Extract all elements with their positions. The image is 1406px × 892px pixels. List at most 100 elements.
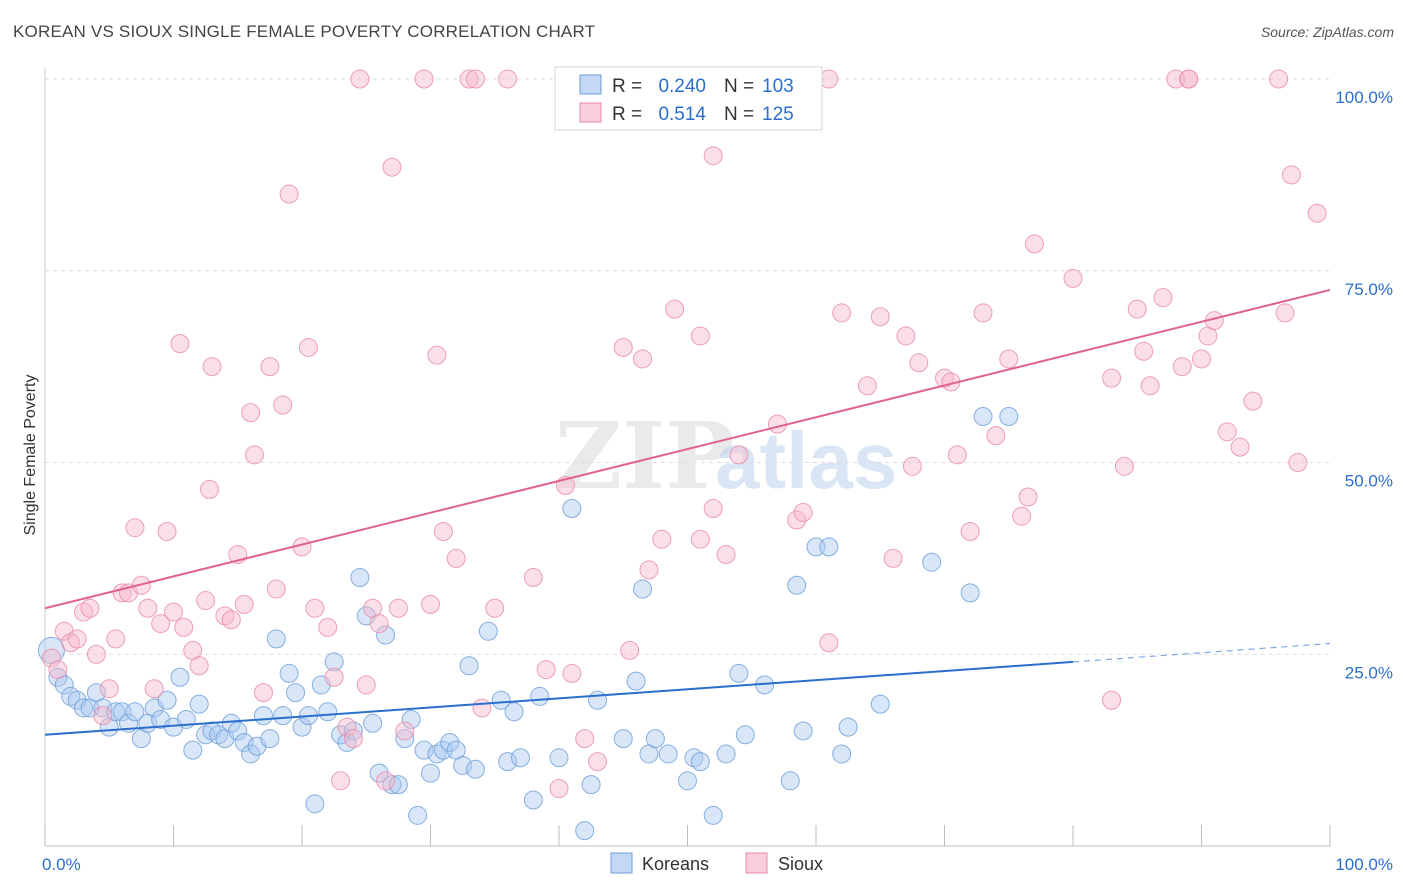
korean-point xyxy=(421,763,440,783)
sioux-point xyxy=(536,660,556,680)
korean-point xyxy=(703,805,723,825)
korean-point xyxy=(170,667,190,687)
korean-point xyxy=(626,671,646,691)
sioux-point xyxy=(1243,391,1263,411)
koreans-legend-swatch xyxy=(579,74,602,95)
sioux-point xyxy=(324,667,344,687)
koreans-n-label: N = xyxy=(724,76,754,97)
sioux-point xyxy=(562,663,582,683)
sioux-point xyxy=(1172,357,1192,377)
korean-point xyxy=(832,744,852,764)
sioux-point xyxy=(1269,69,1289,89)
sioux-point xyxy=(1114,456,1134,476)
korean-point xyxy=(388,775,408,795)
sioux-point xyxy=(157,522,177,542)
korean-point xyxy=(221,713,241,733)
sioux-point xyxy=(279,184,299,204)
sioux-point xyxy=(305,598,325,618)
sioux-point xyxy=(896,326,916,346)
sioux-point xyxy=(318,617,338,637)
sioux-point xyxy=(1134,341,1154,361)
sioux-point xyxy=(472,698,492,718)
sioux-point xyxy=(395,721,415,741)
korean-point xyxy=(125,702,145,722)
sioux-point xyxy=(93,706,113,726)
korean-point xyxy=(549,748,569,768)
sioux-point xyxy=(164,602,183,622)
watermark-zip: ZIP xyxy=(555,402,734,510)
sioux-point xyxy=(1063,268,1083,288)
sioux-point xyxy=(244,445,264,465)
korean-point xyxy=(581,775,601,795)
sioux-point xyxy=(1230,437,1250,457)
sioux-point xyxy=(189,656,209,676)
korean-point xyxy=(780,771,800,791)
sioux-point xyxy=(343,729,363,749)
sioux-point xyxy=(253,683,273,703)
korean-point xyxy=(465,759,485,779)
sioux-point xyxy=(331,771,351,791)
sioux-point xyxy=(138,598,158,618)
korean-point xyxy=(453,755,473,775)
korean-point xyxy=(504,702,524,722)
korean-point xyxy=(376,625,396,645)
koreans-r-value: 0.240 xyxy=(658,76,706,97)
sioux-point xyxy=(356,675,376,695)
korean-point xyxy=(395,729,415,749)
korean-point xyxy=(440,732,460,752)
sioux-point xyxy=(1217,422,1237,442)
sioux-point xyxy=(202,357,222,377)
sioux-point xyxy=(41,648,61,668)
sioux-point xyxy=(80,598,100,618)
sioux-point xyxy=(1192,349,1211,369)
sioux-point xyxy=(260,357,280,377)
sioux-point xyxy=(350,69,370,89)
sioux-n-value: 125 xyxy=(762,104,794,125)
y-tick-label-100: 100.0% xyxy=(1335,88,1393,107)
sioux-point xyxy=(86,644,106,664)
sioux-point xyxy=(1179,69,1199,89)
koreans-trend-line xyxy=(44,660,1074,736)
sioux-r-label: R = xyxy=(612,104,642,125)
sioux-point xyxy=(498,69,518,89)
sioux-point xyxy=(421,594,440,614)
sioux-point xyxy=(870,307,890,327)
sioux-point xyxy=(973,303,993,323)
korean-point xyxy=(633,579,653,599)
korean-point xyxy=(678,771,697,791)
sioux-point xyxy=(716,545,736,565)
korean-point xyxy=(106,702,126,722)
sioux-point xyxy=(125,518,145,538)
korean-point xyxy=(613,729,633,749)
sioux-point xyxy=(1012,506,1032,526)
sioux-point xyxy=(48,660,68,680)
sioux-point xyxy=(793,502,813,522)
sioux-point xyxy=(575,729,595,749)
korean-point xyxy=(241,744,261,764)
sioux-point xyxy=(999,349,1019,369)
sioux-point xyxy=(170,334,190,354)
sioux-point xyxy=(819,633,839,653)
korean-point xyxy=(960,583,980,603)
sioux-point xyxy=(196,591,216,611)
sioux-point xyxy=(1024,234,1044,254)
korean-point xyxy=(189,694,209,714)
koreans-n-value: 103 xyxy=(762,76,794,97)
korean-point xyxy=(999,406,1019,426)
korean-point xyxy=(260,729,280,749)
sioux-point xyxy=(986,426,1006,446)
korean-point xyxy=(93,698,113,718)
korean-point xyxy=(48,667,68,687)
sioux-point xyxy=(273,395,293,415)
sioux-point xyxy=(588,752,608,772)
korean-point xyxy=(183,740,203,760)
korean-point xyxy=(973,406,993,426)
sioux-point xyxy=(1288,453,1308,472)
sioux-point xyxy=(652,529,672,549)
sioux-point xyxy=(690,529,710,549)
sioux-point xyxy=(1275,303,1295,323)
sioux-point xyxy=(909,353,929,373)
korean-point xyxy=(286,683,306,703)
x-tick-label-max: 100.0% xyxy=(1335,855,1393,874)
